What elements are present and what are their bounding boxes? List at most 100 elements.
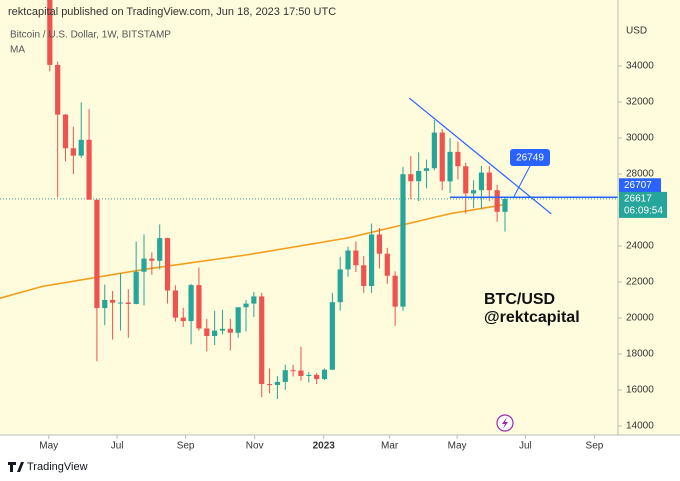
candle-body [290, 370, 296, 372]
y-tick-label: 22000 [626, 277, 654, 288]
y-axis-label: USD [626, 26, 647, 37]
candle-body [392, 275, 398, 307]
candle-body [439, 132, 445, 182]
candle-body [117, 302, 124, 304]
header: rektcapital published on TradingView.com… [8, 6, 336, 18]
candle-body [219, 328, 226, 331]
candle-body [227, 328, 233, 333]
logo [8, 462, 24, 472]
candle-body [408, 174, 414, 182]
candle-body [172, 290, 178, 318]
candle-body [78, 139, 84, 156]
chart-title: Bitcoin / U.S. Dollar, 1W, BITSTAMP [10, 30, 171, 41]
x-tick-label: Nov [246, 441, 264, 452]
ma-line [0, 203, 506, 299]
callout-box [510, 149, 550, 166]
candle-body [110, 300, 116, 303]
footer-brand: TradingView [27, 461, 88, 473]
countdown-label: 06:09:54 [624, 206, 663, 217]
candle-body [251, 296, 257, 304]
candle-body [455, 151, 461, 167]
candle-body [306, 374, 312, 376]
y-tick-label: 34000 [626, 61, 654, 72]
candle-body [337, 269, 343, 303]
candle-body [274, 381, 281, 385]
x-tick-label: May [448, 441, 467, 452]
candle-body [55, 64, 61, 115]
x-tick-label: Mar [381, 441, 399, 452]
y-tick-label: 32000 [626, 97, 654, 108]
candle-body [345, 250, 351, 270]
candle-body [62, 114, 69, 149]
annotation: BTC/USD [484, 291, 555, 308]
price-line-badge [619, 178, 661, 193]
x-tick-label: Sep [177, 441, 195, 452]
candle-body [329, 302, 335, 370]
candle-body [243, 303, 249, 308]
annotation: @rektcapital [484, 309, 580, 326]
candle-body [502, 198, 508, 212]
candle-body [353, 250, 359, 266]
candle-body [259, 296, 265, 385]
price-line-label: 26707 [624, 180, 652, 191]
candle-body [314, 374, 320, 380]
last-price-label: 26617 [624, 194, 652, 205]
candle-body [361, 265, 367, 286]
candle-body [266, 384, 273, 386]
candle-body [86, 139, 92, 200]
candle-body [321, 369, 328, 380]
candle-body [478, 172, 485, 191]
y-tick-label: 20000 [626, 313, 654, 324]
y-tick-label: 30000 [626, 133, 654, 144]
candle-body [298, 370, 304, 376]
candle-body [212, 330, 218, 337]
candle-body [157, 238, 163, 261]
candle-body [235, 307, 241, 333]
candle-body [102, 300, 108, 309]
ma-legend: MA [10, 45, 25, 56]
x-tick-label: Jul [519, 441, 532, 452]
candle-body [423, 168, 430, 171]
candle-body [125, 302, 131, 304]
callout-label: 26749 [516, 153, 544, 164]
footer-background [0, 435, 680, 481]
plot-area [0, 0, 618, 400]
candle-body [133, 271, 139, 304]
y-tick-label: 18000 [626, 349, 654, 360]
candle-body [376, 234, 383, 254]
last-price-badge [619, 191, 667, 218]
callout-pointer [513, 165, 531, 197]
chart-background [0, 0, 680, 435]
candle-body [149, 258, 155, 261]
candle-body [471, 190, 477, 194]
trendline [408, 97, 552, 215]
candle-body [180, 317, 186, 322]
candle-body [94, 199, 100, 309]
x-tick-label: May [39, 441, 58, 452]
candle-body [494, 190, 500, 212]
candle-body [70, 148, 76, 156]
candle-body [400, 174, 406, 307]
candle-body [463, 166, 469, 194]
candle-body [447, 151, 453, 182]
candle-body [188, 285, 194, 322]
x-tick-label: Jul [111, 441, 124, 452]
candle-body [384, 253, 390, 276]
candle-body [196, 285, 202, 329]
lightning-icon[interactable] [496, 414, 514, 432]
candle-body [368, 234, 375, 286]
candle-body [486, 172, 492, 191]
candle-body [47, 0, 53, 65]
y-tick-label: 28000 [626, 169, 654, 180]
x-tick-label: 2023 [313, 441, 336, 452]
candle-body [141, 258, 147, 272]
y-tick-label: 16000 [626, 385, 654, 396]
x-tick-label: Sep [586, 441, 604, 452]
y-tick-label: 14000 [626, 421, 654, 432]
candle-body [204, 328, 210, 337]
candle-body [164, 238, 171, 291]
candle-body [416, 170, 422, 182]
candle-body [431, 132, 437, 169]
y-tick-label: 24000 [626, 241, 654, 252]
